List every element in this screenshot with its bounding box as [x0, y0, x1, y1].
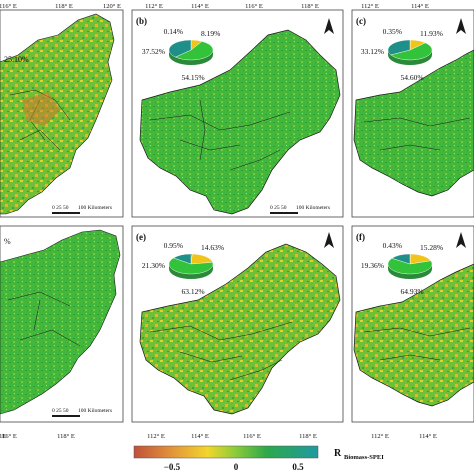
pie-percent-label: 0.43% — [383, 241, 402, 250]
pie-slice — [387, 39, 411, 56]
scale-bar — [52, 415, 80, 417]
bottom-tick-label: 114° E — [191, 433, 209, 440]
map-region-e — [139, 243, 341, 415]
scale-bar-label: 0 25 50 — [270, 205, 287, 211]
map-region-a — [0, 13, 115, 215]
colorbar — [133, 445, 319, 459]
pie-slice — [168, 257, 214, 275]
legend-tick-zero: 0 — [234, 462, 239, 472]
panel-label-c: (c) — [356, 16, 366, 26]
pie-e: 0.95% 14.63% 21.30% 63.12% — [142, 241, 224, 296]
pie-percent-label: % — [4, 237, 11, 246]
pie-slice — [168, 39, 192, 58]
top-tick-label: 112° E — [361, 3, 379, 10]
top-tick-label: 114° E — [411, 3, 429, 10]
pie-percent-label: 37.52% — [142, 47, 165, 56]
scale-bars: 0 25 50 100 Kilometers 0 25 50 100 Kilomete… — [52, 205, 330, 417]
bottom-tick-label: E — [2, 433, 6, 440]
pie-charts: 25.10% 0.14% 8.19% 37.52% 54.15% 0.35% 11.93% 3… — [4, 27, 443, 296]
pie-percent-label: 11.93% — [420, 29, 443, 38]
bottom-tick-label: 116° E — [0, 433, 17, 440]
pie-percent-label: 54.60% — [400, 73, 423, 82]
bottom-tick-label: 118° E — [57, 433, 75, 440]
pie-percent-label: 63.12% — [181, 287, 204, 296]
pie-slice — [390, 42, 433, 61]
pie-percent-label: 8.19% — [201, 29, 220, 38]
scale-bar-label: 100 Kilometers — [78, 408, 112, 414]
scale-bar-label: 100 Kilometers — [296, 205, 330, 211]
scale-bar-label: 100 Kilometers — [78, 205, 112, 211]
pie-c: 0.35% 11.93% 33.12% 54.60% — [361, 27, 443, 82]
north-arrow-f — [456, 232, 466, 248]
pie-percent-label: 0.14% — [164, 27, 183, 36]
top-tick-label: 118° E — [55, 3, 73, 10]
north-arrow-c — [456, 18, 466, 34]
pie-side — [169, 50, 213, 65]
pie-percent-label: 0.35% — [383, 27, 402, 36]
bottom-tick-label: 112° E — [147, 433, 165, 440]
pie-percent-label: 0.95% — [164, 241, 183, 250]
legend-title-sub: Biomass-SPEI — [344, 454, 384, 461]
top-tick-label: 112° E — [145, 3, 163, 10]
pie-side — [388, 50, 432, 65]
pie-percent-label: 19.36% — [361, 261, 384, 270]
scale-bar — [52, 212, 80, 214]
pie-slice — [174, 41, 214, 61]
top-tick-label: 114° E — [191, 3, 209, 10]
bottom-tick-label: 112° E — [371, 433, 389, 440]
pie-side — [169, 264, 213, 279]
tick-labels: 116° E 118° E 120° E 112° E 114° E 116° E 118°… — [0, 3, 437, 440]
legend-title-main: R — [334, 448, 342, 459]
legend-tick-neg: −0.5 — [164, 462, 181, 472]
north-arrow-b — [324, 18, 334, 34]
panel-labels: (b) (c) (e) (f) — [136, 16, 366, 242]
top-tick-label: 118° E — [301, 3, 319, 10]
pie-f: 0.43% 15.28% 19.36% 64.93% — [361, 241, 443, 296]
pie-side — [388, 264, 432, 279]
pie-percent-label: 15.28% — [420, 243, 443, 252]
pie-percent-label: 21.30% — [142, 261, 165, 270]
map-region-c — [353, 49, 474, 197]
pie-percent-label: 64.93% — [400, 287, 423, 296]
panel-label-f: (f) — [356, 232, 365, 242]
pie-percent-label: 25.10% — [4, 55, 29, 64]
pie-slice — [391, 253, 411, 265]
scale-bar-label: 0 25 50 — [52, 408, 69, 414]
panel-label-b: (b) — [136, 16, 147, 26]
north-arrow-e — [324, 232, 334, 248]
map-region-b — [139, 29, 341, 215]
map-region-d — [0, 229, 121, 415]
pie-b: 0.14% 8.19% 37.52% 54.15% — [142, 27, 221, 82]
scale-bar — [270, 212, 298, 214]
pie-slice — [173, 253, 192, 265]
legend-tick-pos: 0.5 — [292, 462, 304, 472]
scale-bar-label: 0 25 50 — [52, 205, 69, 211]
top-tick-label: 120° E — [103, 3, 121, 10]
pie-percent-label: 14.63% — [201, 243, 224, 252]
colorbar-legend: −0.5 0 0.5 R Biomass-SPEI — [133, 445, 384, 472]
map-region-f — [353, 263, 474, 407]
top-tick-label: 116° E — [0, 3, 17, 10]
bottom-tick-label: 116° E — [243, 433, 261, 440]
top-tick-label: 116° E — [245, 3, 263, 10]
bottom-tick-label: 114° E — [419, 433, 437, 440]
bottom-tick-label: 118° E — [299, 433, 317, 440]
pie-percent-label: 33.12% — [361, 47, 384, 56]
pie-slice — [387, 258, 433, 275]
pie-percent-label: 54.15% — [181, 73, 204, 82]
panel-label-e: (e) — [136, 232, 146, 242]
